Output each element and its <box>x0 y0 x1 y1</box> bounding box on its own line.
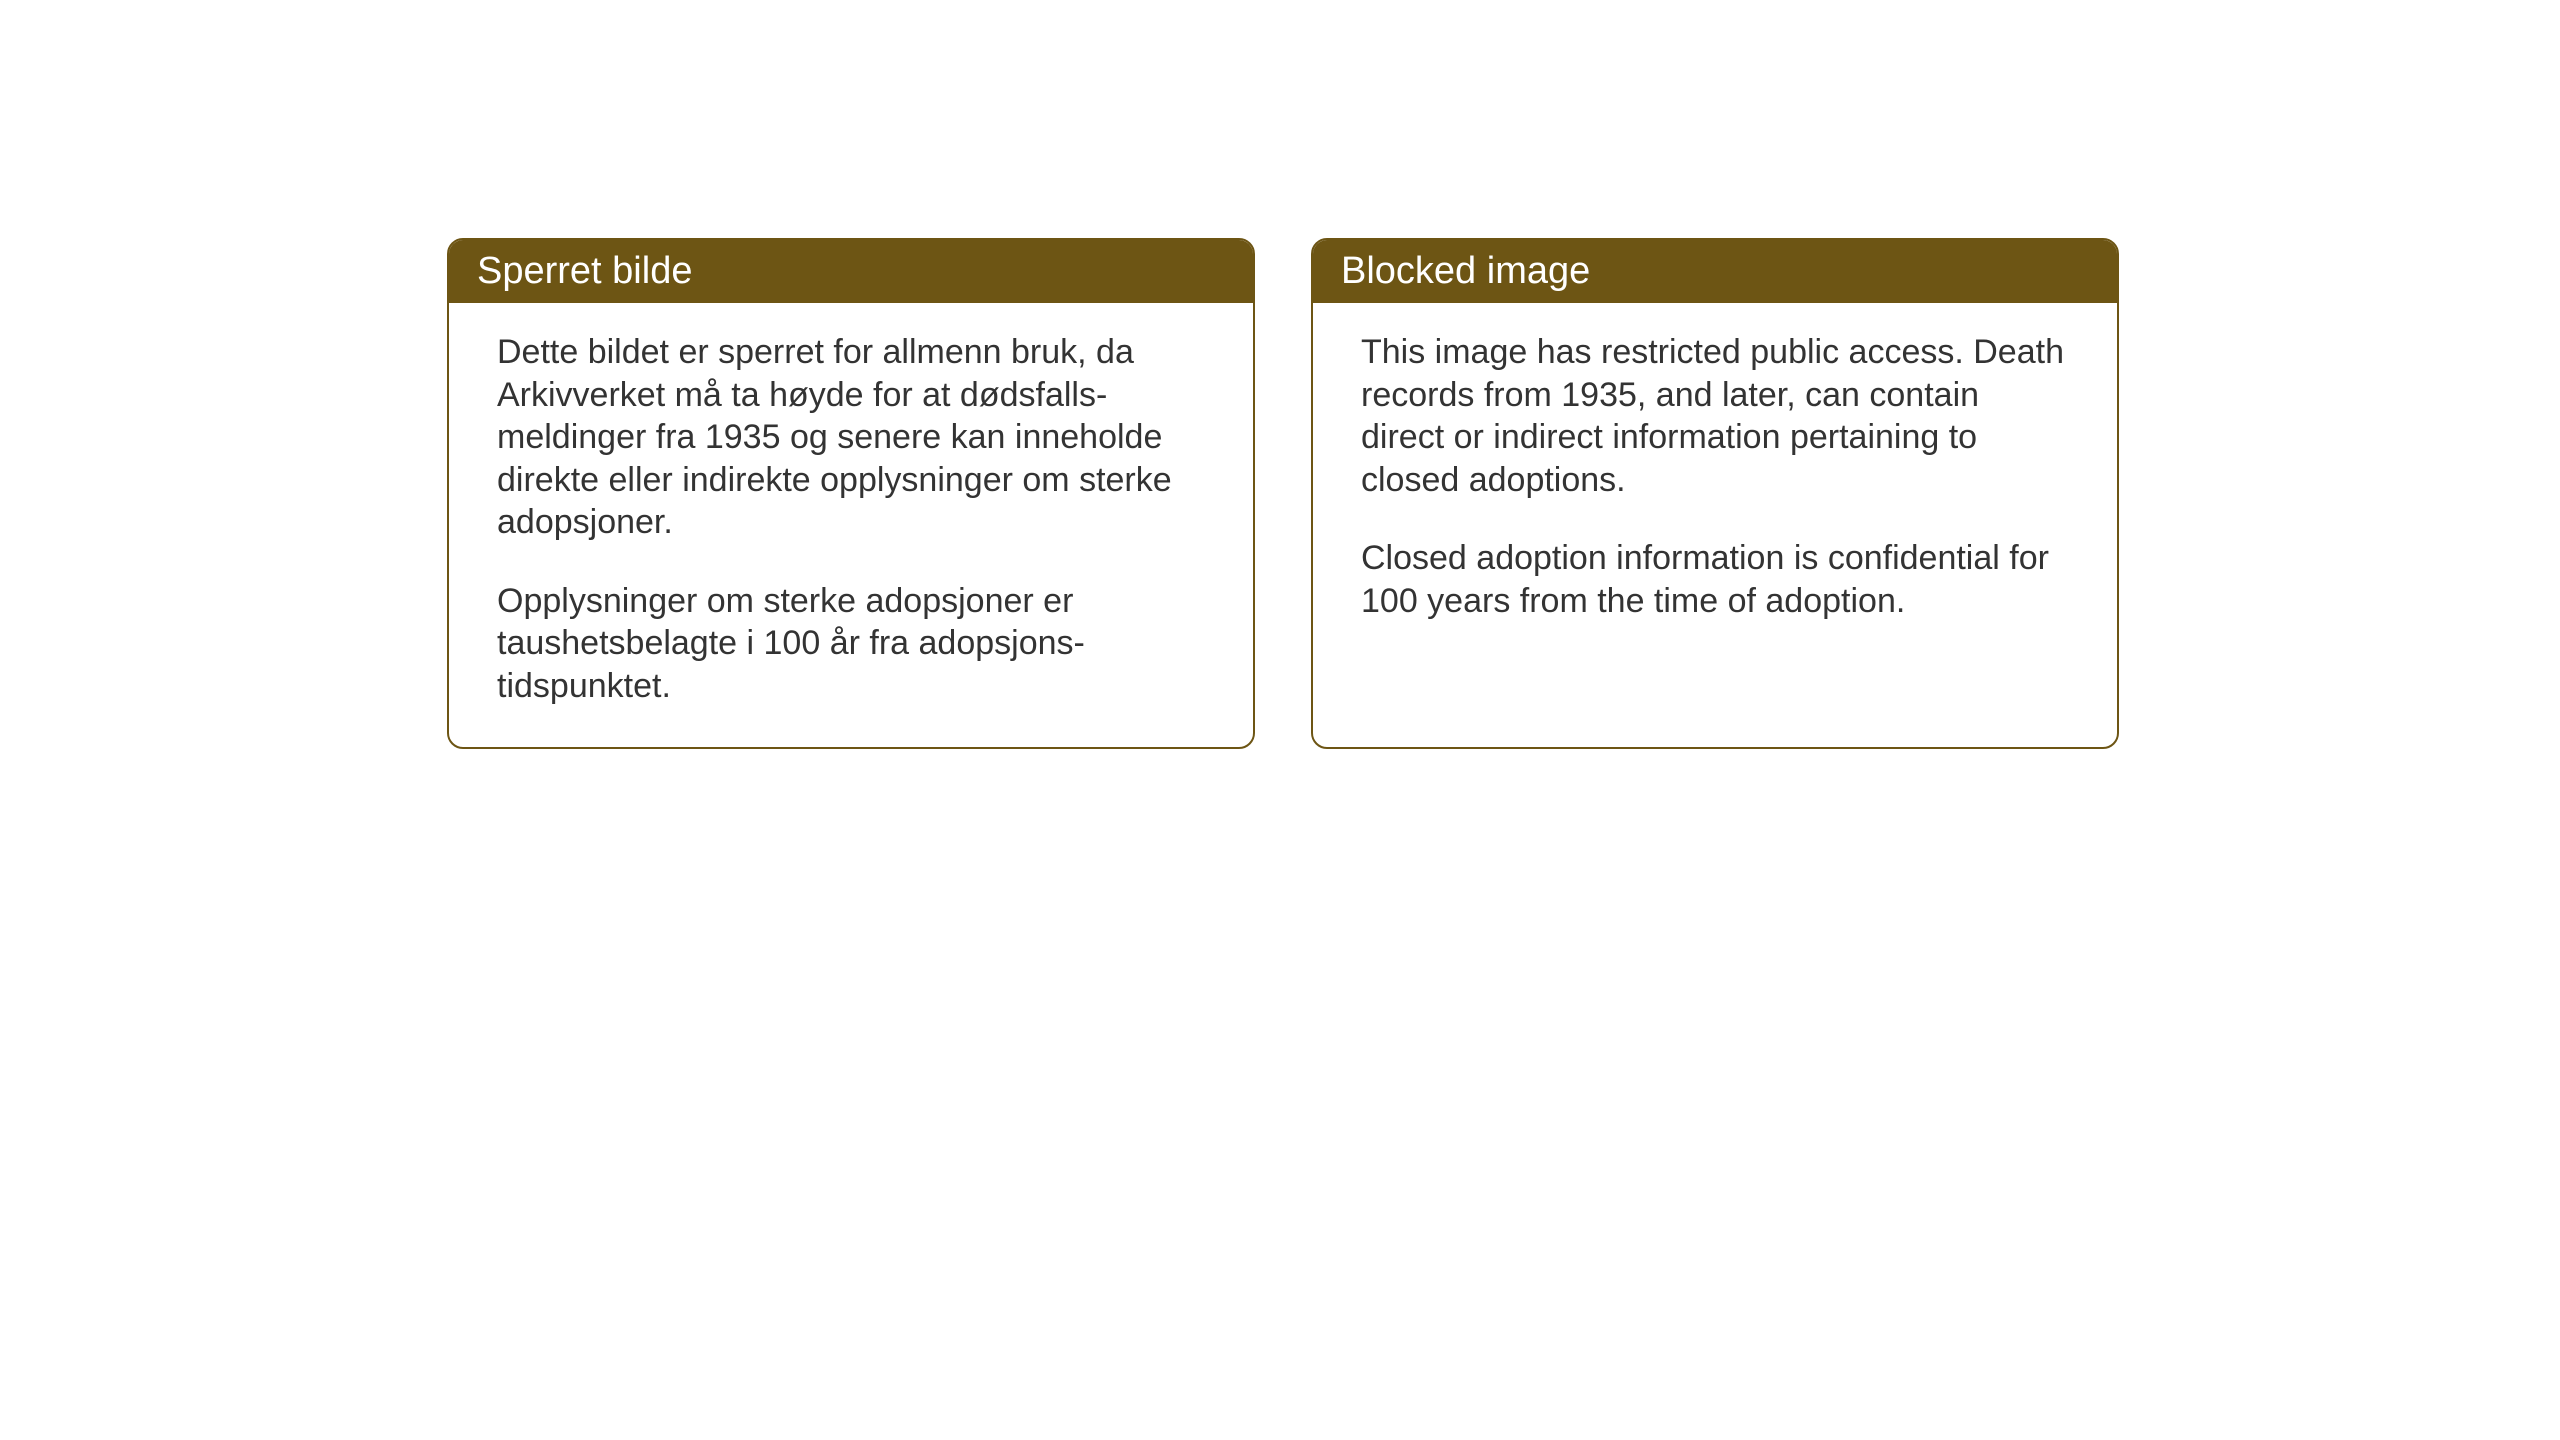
notice-body-norwegian: Dette bildet er sperret for allmenn bruk… <box>449 303 1253 747</box>
notice-card-norwegian: Sperret bilde Dette bildet er sperret fo… <box>447 238 1255 749</box>
notice-paragraph-2-norwegian: Opplysninger om sterke adopsjoner er tau… <box>497 580 1205 708</box>
notice-title-norwegian: Sperret bilde <box>477 250 692 292</box>
notice-title-english: Blocked image <box>1341 250 1590 292</box>
notice-paragraph-2-english: Closed adoption information is confident… <box>1361 537 2069 622</box>
notice-header-english: Blocked image <box>1313 240 2117 303</box>
notice-body-english: This image has restricted public access.… <box>1313 303 2117 743</box>
notice-container: Sperret bilde Dette bildet er sperret fo… <box>447 238 2119 749</box>
notice-card-english: Blocked image This image has restricted … <box>1311 238 2119 749</box>
notice-header-norwegian: Sperret bilde <box>449 240 1253 303</box>
notice-paragraph-1-norwegian: Dette bildet er sperret for allmenn bruk… <box>497 331 1205 544</box>
notice-paragraph-1-english: This image has restricted public access.… <box>1361 331 2069 501</box>
